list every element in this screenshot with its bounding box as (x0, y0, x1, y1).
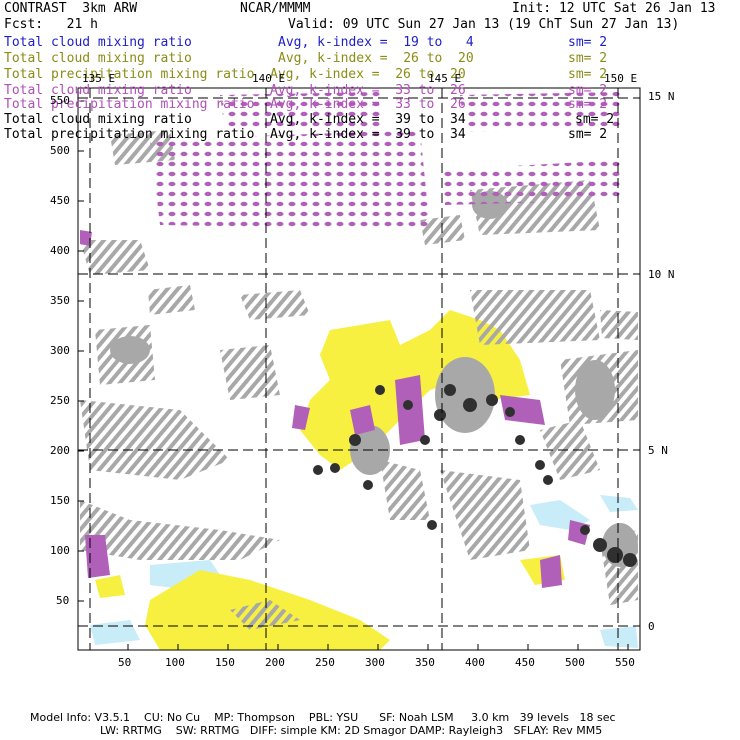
legend-field: Total cloud mixing ratio (4, 112, 192, 127)
y-tick-label: 50 (56, 594, 70, 607)
x-tick-label: 450 (515, 656, 535, 669)
y-tick-label: 100 (50, 544, 70, 557)
lat-lon-grid (78, 88, 640, 650)
lat-label: 15 N (648, 90, 675, 103)
legend-desc: Avg, k-index = 33 to 26 (270, 83, 466, 98)
y-tick-label: 300 (50, 344, 70, 357)
legend-sm: sm= 2 (568, 97, 608, 112)
x-tick-label: 50 (118, 656, 132, 669)
model-info-line2: LW: RRTMG SW: RRTMG DIFF: simple KM: 2D … (100, 724, 603, 737)
dark-cloud-cores (313, 384, 637, 567)
x-tick-label: 500 (565, 656, 585, 669)
lat-label: 10 N (648, 268, 675, 281)
y-tick-label: 400 (50, 244, 70, 257)
legend-field: Total precipitation mixing ratio (4, 67, 255, 82)
legend-field: Total cloud mixing ratio (4, 51, 192, 66)
axis-ticks (78, 100, 629, 650)
legend-sm: sm= 2 (568, 127, 608, 142)
lon-label: 135 E (82, 72, 116, 85)
legend-desc: Avg, k-index = 39 to 34 (270, 112, 466, 127)
x-tick-label: 350 (415, 656, 435, 669)
y-tick-label: 500 (50, 144, 70, 157)
lon-label: 145 E (428, 72, 462, 85)
model-info-line1: Model Info: V3.5.1 CU: No Cu MP: Thompso… (30, 711, 616, 724)
legend-desc: Avg, k-index = 26 to 20 (278, 51, 474, 66)
org-label: NCAR/MMMM (240, 1, 311, 16)
y-tick-label: 150 (50, 494, 70, 507)
legend-desc: Avg, k-index = 33 to 26 (270, 97, 466, 112)
y-tick-label: 350 (50, 294, 70, 307)
y-tick-label: 200 (50, 444, 70, 457)
forecast-hour: Fcst: 21 h (4, 17, 98, 32)
purple-cloud-layer (80, 92, 625, 588)
x-tick-label: 150 (215, 656, 235, 669)
x-tick-label: 300 (365, 656, 385, 669)
x-tick-label: 200 (265, 656, 285, 669)
x-tick-label: 250 (315, 656, 335, 669)
model-title: CONTRAST 3km ARW (4, 1, 138, 16)
legend-field: Total precipitation mixing ratio (4, 127, 255, 142)
lat-label: 5 N (648, 444, 668, 457)
lat-label: 0 (648, 620, 655, 633)
legend-sm: sm= 2 (568, 83, 608, 98)
legend-desc: Avg, k-index = 19 to 4 (278, 35, 474, 50)
init-time: Init: 12 UTC Sat 26 Jan 13 (512, 1, 716, 16)
y-tick-label: 550 (50, 94, 70, 107)
x-tick-label: 550 (615, 656, 635, 669)
legend-field: Total precipitation mixing ratio (4, 97, 255, 112)
legend-field: Total cloud mixing ratio (4, 35, 192, 50)
lon-label: 150 E (604, 72, 638, 85)
valid-time: Valid: 09 UTC Sun 27 Jan 13 (19 ChT Sun … (288, 17, 680, 32)
legend-field: Total cloud mixing ratio (4, 83, 192, 98)
legend-sm: sm= 2 (568, 67, 608, 82)
y-tick-label: 250 (50, 394, 70, 407)
x-tick-label: 100 (165, 656, 185, 669)
legend-sm: sm= 2 (575, 112, 615, 127)
x-tick-label: 400 (465, 656, 485, 669)
y-tick-label: 450 (50, 194, 70, 207)
legend-desc: Avg, k-index = 39 to 34 (270, 127, 466, 142)
legend-sm: sm= 2 (568, 35, 608, 50)
lon-label: 140 E (252, 72, 286, 85)
legend-desc: Avg, k-index = 26 to 20 (270, 67, 466, 82)
legend-sm: sm= 2 (568, 51, 608, 66)
plot-frame (77, 87, 641, 651)
